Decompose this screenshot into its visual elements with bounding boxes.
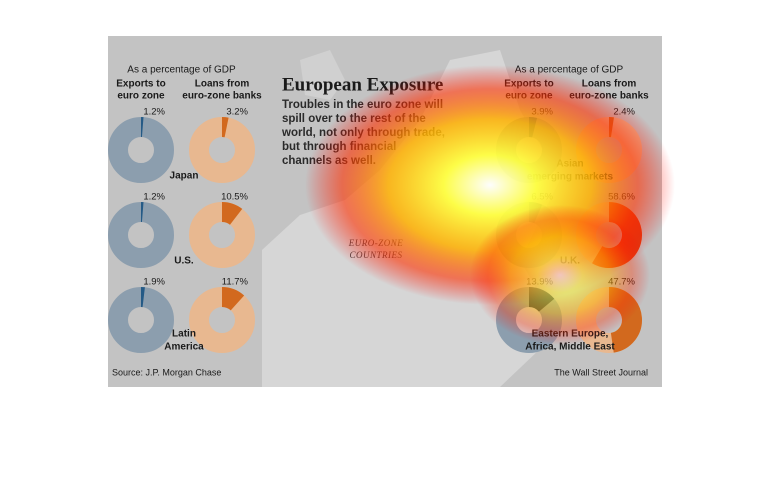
- donut-wedge: [221, 202, 243, 226]
- heat-blob: [470, 205, 650, 345]
- region-name: America: [164, 342, 204, 353]
- column-header: euro zone: [117, 91, 165, 102]
- column-header: Exports to: [116, 79, 165, 90]
- value-label: 10.5%: [221, 192, 248, 203]
- region-name: Africa, Middle East: [525, 342, 615, 353]
- column-header: euro-zone banks: [182, 91, 262, 102]
- credit: The Wall Street Journal: [554, 367, 648, 377]
- attention-heatmap: [305, 65, 675, 345]
- value-label: 1.9%: [143, 277, 165, 288]
- map-land: [300, 50, 345, 100]
- source: Source: J.P. Morgan Chase: [112, 367, 221, 377]
- column-header: Loans from: [582, 79, 637, 90]
- value-label: 3.2%: [226, 107, 248, 118]
- header: As a percentage of GDP: [515, 65, 624, 76]
- donut-wedge: [221, 287, 245, 311]
- region-name: U.S.: [174, 256, 194, 267]
- region-name: Latin: [172, 329, 196, 340]
- value-label: 11.7%: [222, 277, 249, 288]
- value-label: 1.2%: [143, 107, 165, 118]
- column-header: Loans from: [195, 79, 250, 90]
- region-name: Japan: [170, 171, 199, 182]
- value-label: 1.2%: [143, 192, 165, 203]
- header: As a percentage of GDP: [127, 65, 236, 76]
